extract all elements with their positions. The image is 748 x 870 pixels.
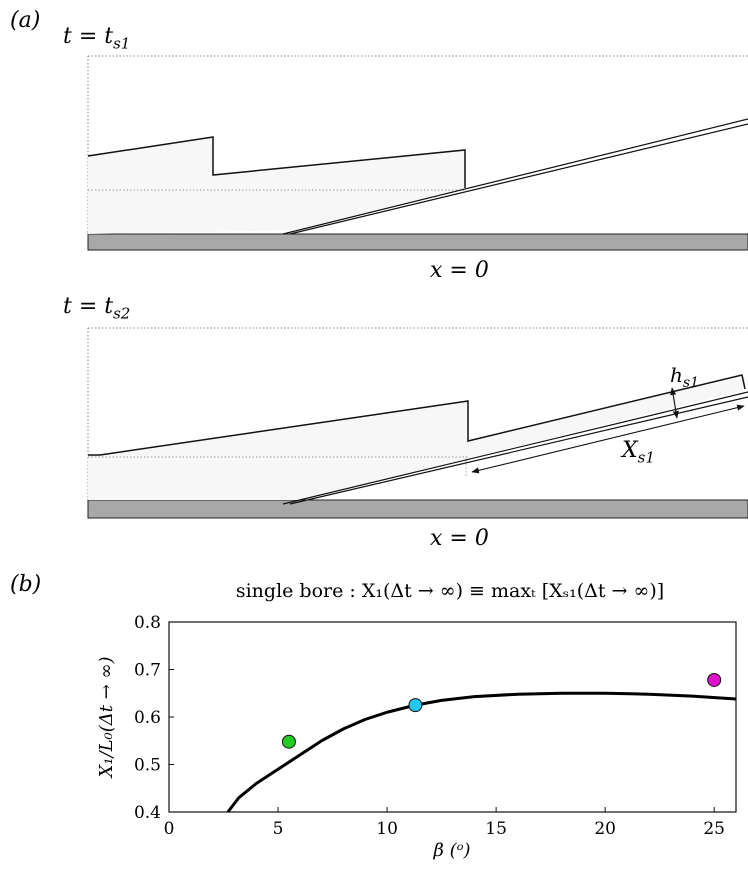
- x-tick-label-4: 20: [594, 819, 616, 839]
- h-sub: s1: [682, 375, 699, 391]
- y-tick-label-4: 0.8: [134, 613, 161, 633]
- chart-layer: 0 5 10 15 20 25 0.4 0.5 0.6 0.7 0.8: [134, 613, 737, 839]
- data-point-1: [408, 698, 423, 713]
- snapshot2-time-label: t = ts2: [63, 294, 130, 322]
- panel-a-tag: (a): [10, 8, 40, 33]
- h-dimension-arrow: [670, 387, 679, 419]
- data-point-2: [707, 672, 722, 687]
- x-dimension-arrow: [471, 404, 745, 474]
- fluid-region: [88, 137, 465, 234]
- ground-bar-2: [87, 499, 748, 519]
- x-tick-label-3: 15: [485, 819, 507, 839]
- y-tick-label-2: 0.6: [134, 708, 161, 728]
- panel-a-tag-text: (a): [10, 8, 41, 33]
- h-var: h: [670, 363, 683, 387]
- y-tick-label-3: 0.7: [134, 661, 161, 681]
- chart-title: single bore : X₁(Δt → ∞) ≡ maxₜ [Xₛ₁(Δt …: [170, 580, 730, 602]
- X-sub: s1: [637, 448, 655, 467]
- snapshot1-diagram: [87, 55, 748, 251]
- data-point-0: [281, 734, 296, 749]
- x-tick-label-2: 10: [376, 819, 398, 839]
- snapshot1-time-label: t = ts1: [63, 24, 130, 52]
- series-line-0: [226, 691, 737, 813]
- x-tick-label-0: 0: [164, 819, 175, 839]
- beach-slope-lower: [282, 118, 748, 235]
- x-tick-label-5: 25: [703, 819, 725, 839]
- free-surface: [87, 136, 466, 188]
- y-tick-label-0: 0.4: [134, 803, 161, 823]
- fluid-region-2: [88, 375, 745, 500]
- snapshot1-time-sub: s1: [113, 34, 131, 53]
- snapshot1-x-text: x = 0: [430, 258, 489, 283]
- h-label: hs1: [670, 363, 699, 391]
- snapshot2-x-label: x = 0: [430, 526, 489, 551]
- snapshot1-x-label: x = 0: [430, 258, 489, 283]
- free-surface-2: [88, 374, 746, 456]
- chart: 0 5 10 15 20 25 0.4 0.5 0.6 0.7 0.8 β (ᵒ) X₁/L₀(Δt…: [96, 613, 737, 861]
- snapshot2-x-text: x = 0: [430, 526, 489, 551]
- chart-title-text: single bore : X₁(Δt → ∞) ≡ maxₜ [Xₛ₁(Δt …: [235, 580, 665, 602]
- snapshot2-time-sub: s2: [113, 304, 131, 323]
- snapshot2-time-var: t = t: [63, 294, 114, 319]
- X-var: X: [622, 438, 638, 463]
- snapshot1-time-var: t = t: [63, 24, 114, 49]
- chart-xlabel: β (ᵒ): [432, 840, 470, 861]
- x-tick-label-1: 5: [273, 819, 284, 839]
- chart-ylabel: X₁/L₀(Δt → ∞): [96, 656, 117, 779]
- panel-b-tag: (b): [10, 572, 41, 597]
- X-label: Xs1: [622, 438, 655, 466]
- panel-b-tag-text: (b): [10, 572, 42, 597]
- ground-bar: [87, 233, 748, 251]
- y-tick-label-1: 0.5: [134, 756, 161, 776]
- snapshot2-diagram: [87, 327, 748, 519]
- beach-slope-upper: [289, 123, 748, 235]
